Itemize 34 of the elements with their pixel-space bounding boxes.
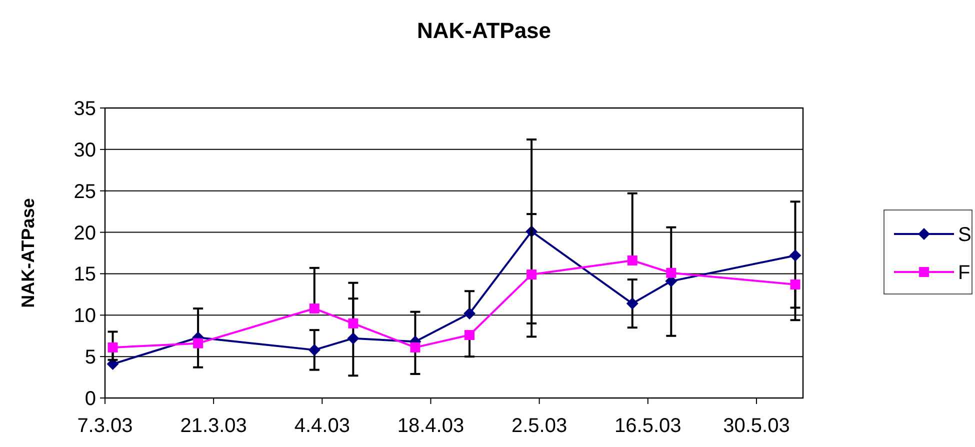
y-tick-label: 25 xyxy=(74,180,96,203)
x-tick-label: 7.3.03 xyxy=(77,415,133,437)
point xyxy=(526,270,537,280)
point xyxy=(464,307,476,320)
x-tick-label: 18.4.03 xyxy=(397,415,464,437)
point xyxy=(790,279,800,290)
x-tick-label: 16.5.03 xyxy=(614,415,682,437)
x-tick-label: 4.4.03 xyxy=(294,415,350,437)
point xyxy=(348,318,358,328)
point xyxy=(308,344,320,356)
point xyxy=(309,304,320,314)
legend-label: F xyxy=(958,262,970,284)
point xyxy=(626,298,638,310)
point xyxy=(666,268,676,278)
legend-label: S xyxy=(958,224,972,246)
point xyxy=(789,249,802,262)
point xyxy=(627,255,638,266)
x-tick-label: 21.3.03 xyxy=(180,415,247,437)
y-tick-label: 15 xyxy=(74,264,96,286)
x-tick-label: 30.5.03 xyxy=(723,415,790,437)
y-tick-label: 10 xyxy=(74,305,96,328)
point xyxy=(464,330,475,340)
y-tick-label: 20 xyxy=(74,222,96,244)
x-tick-label: 2.5.03 xyxy=(512,415,568,437)
y-axis-title: NAK-ATPase xyxy=(18,198,38,308)
chart-title: NAK-ATPase xyxy=(416,18,552,43)
y-tick-label: 5 xyxy=(84,346,96,369)
point xyxy=(193,338,204,348)
y-tick-label: 35 xyxy=(74,98,96,120)
point xyxy=(108,342,118,352)
point xyxy=(347,332,360,344)
y-tick-label: 0 xyxy=(84,388,96,410)
point xyxy=(410,342,420,352)
y-tick-label: 30 xyxy=(74,139,96,162)
